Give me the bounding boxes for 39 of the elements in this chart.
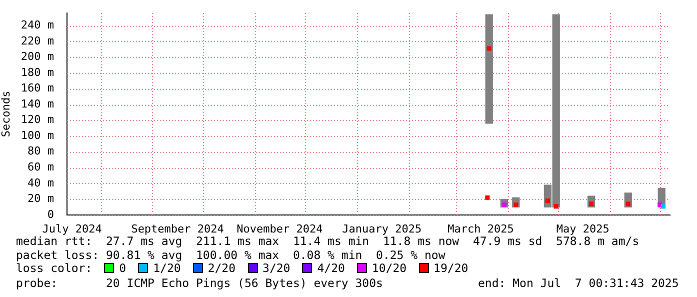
legend-label: 1/20 xyxy=(153,261,181,275)
y-tick-label: 160 m xyxy=(20,82,54,95)
y-tick-label: 60 m xyxy=(28,160,54,174)
legend-title: loss color: xyxy=(16,261,92,275)
legend-label: 4/20 xyxy=(317,261,345,275)
point xyxy=(661,204,666,209)
legend-label: 19/20 xyxy=(434,261,468,275)
y-tick-label: 40 m xyxy=(28,176,54,190)
point xyxy=(485,195,490,200)
x-tick-label: March 2025 xyxy=(448,222,514,236)
legend-label: 3/20 xyxy=(262,261,290,275)
text: packet loss: 90.81 % avg 100.00 % max 0.08 % min 0.25 % now xyxy=(16,248,446,262)
point xyxy=(486,46,492,51)
y-tick-label: 20 m xyxy=(28,192,54,206)
y-tick-label: 240 m xyxy=(20,18,54,32)
x-tick-label: May 2025 xyxy=(556,222,610,236)
x-tick-label: January 2025 xyxy=(342,222,422,236)
y-axis-title: Seconds xyxy=(0,90,12,138)
x-tick-label: September 2024 xyxy=(131,222,224,236)
y-tick-label: 120 m xyxy=(20,113,54,126)
legend-label: 2/20 xyxy=(208,261,236,275)
point xyxy=(626,202,630,206)
y-tick-label: 200 m xyxy=(20,50,54,64)
point xyxy=(545,198,550,204)
x-tick-label: November 2024 xyxy=(236,222,324,236)
y-tick-label: 100 m xyxy=(20,128,54,142)
y-tick-label: 180 m xyxy=(20,66,54,79)
text: median rtt: 27.7 ms avg 211.1 ms max 11.4 ms min 11.8 ms now 47.9 ms sd 578.8 m am/s xyxy=(16,234,640,248)
y-tick-label: 140 m xyxy=(20,97,54,110)
x-tick-label: July 2024 xyxy=(42,222,102,236)
y-tick-label: 220 m xyxy=(20,34,54,48)
y-tick-label: 80 m xyxy=(28,144,54,158)
text: probe: 20 ICMP Echo Pings (56 Bytes) every 300s xyxy=(16,276,383,290)
legend-label: 10/20 xyxy=(372,261,407,275)
y-tick-label: 0 xyxy=(47,208,54,221)
bar xyxy=(485,14,493,124)
text: end: Mon Jul 7 00:31:43 2025 xyxy=(478,276,679,290)
point xyxy=(554,204,558,209)
legend-label: 0 xyxy=(119,261,126,275)
